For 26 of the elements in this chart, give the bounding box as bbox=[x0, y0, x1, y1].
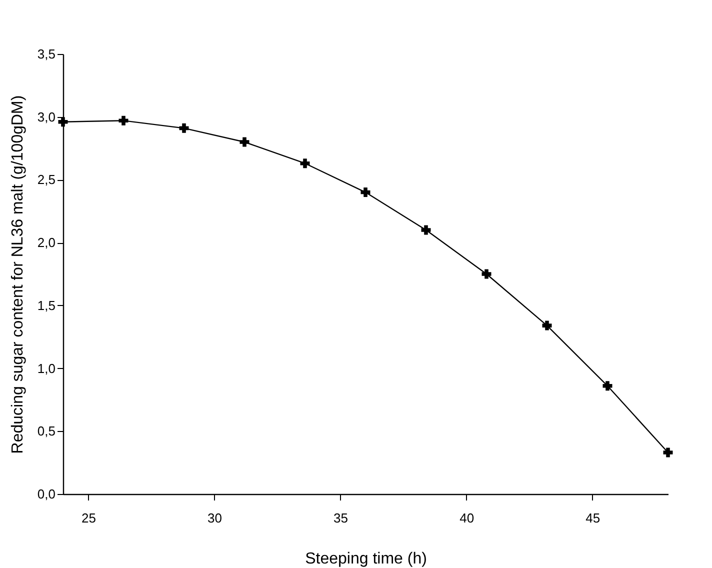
y-axis-title: Reducing sugar content for NL36 malt (g/100gDM) bbox=[9, 95, 26, 454]
y-tick-label: 1,0 bbox=[37, 360, 56, 376]
y-tick-label: 3,0 bbox=[37, 109, 56, 124]
y-tick-label: 2,0 bbox=[37, 235, 56, 250]
point bbox=[360, 188, 370, 198]
y-tick-label: 3,5 bbox=[37, 46, 56, 62]
x-tick-label: 35 bbox=[334, 510, 348, 526]
point bbox=[542, 320, 552, 330]
x-tick-label: 25 bbox=[81, 510, 96, 526]
point bbox=[179, 123, 189, 133]
point bbox=[663, 448, 673, 458]
y-tick-label: 0,0 bbox=[37, 486, 56, 502]
x-tick-label: 45 bbox=[586, 510, 600, 526]
y-tick-label: 1,5 bbox=[37, 298, 56, 313]
x-axis-title: Steeping time (h) bbox=[305, 550, 427, 568]
point bbox=[421, 225, 431, 235]
x-tick-label: 30 bbox=[208, 510, 222, 526]
y-tick-label: 0,5 bbox=[37, 424, 56, 439]
x-tick-label: 40 bbox=[460, 510, 474, 526]
point bbox=[118, 116, 128, 126]
point bbox=[602, 381, 612, 391]
point bbox=[240, 137, 250, 147]
y-tick-label: 2,5 bbox=[37, 172, 56, 188]
point bbox=[482, 269, 492, 279]
point bbox=[300, 158, 310, 168]
point bbox=[58, 117, 68, 127]
